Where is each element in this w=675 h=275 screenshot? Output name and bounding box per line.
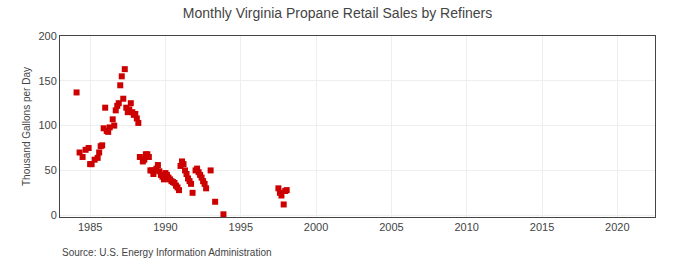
svg-text:2020: 2020 <box>605 221 629 233</box>
svg-text:0: 0 <box>51 209 57 221</box>
svg-text:200: 200 <box>38 30 56 42</box>
svg-text:1995: 1995 <box>229 221 253 233</box>
svg-text:2005: 2005 <box>379 221 403 233</box>
svg-text:2015: 2015 <box>530 221 554 233</box>
svg-text:100: 100 <box>38 119 56 131</box>
svg-text:150: 150 <box>38 75 56 87</box>
svg-text:1985: 1985 <box>78 221 102 233</box>
svg-text:Thousand Gallons per Day: Thousand Gallons per Day <box>21 67 32 186</box>
svg-text:2000: 2000 <box>304 221 328 233</box>
svg-text:Monthly Virginia Propane Retai: Monthly Virginia Propane Retail Sales by… <box>183 5 492 21</box>
svg-text:1990: 1990 <box>153 221 177 233</box>
svg-text:50: 50 <box>45 164 57 176</box>
svg-text:Source: U.S. Energy Informatio: Source: U.S. Energy Information Administ… <box>62 247 272 258</box>
svg-text:2010: 2010 <box>454 221 478 233</box>
